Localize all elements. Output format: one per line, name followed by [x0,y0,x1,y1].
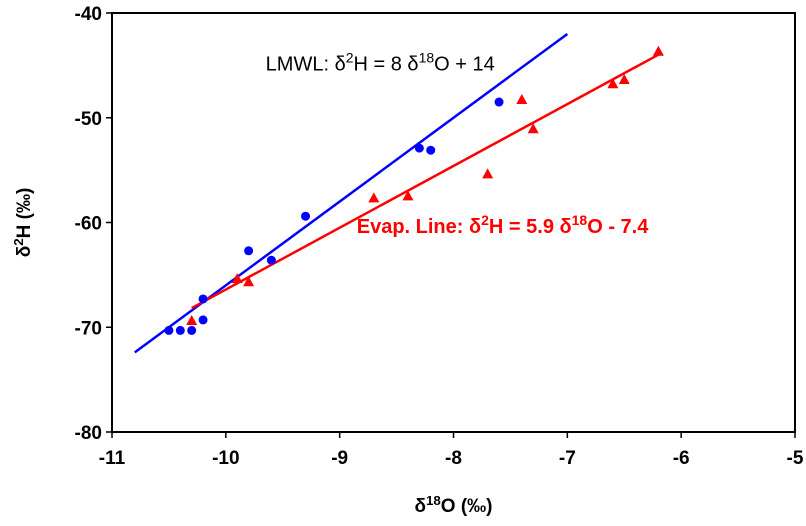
circle-point [301,211,311,221]
circle-point [244,246,254,256]
x-tick-label: -10 [212,448,239,469]
x-tick-label: -9 [331,448,348,469]
superscript: 2 [481,212,489,228]
x-tick-label: -5 [787,448,804,469]
y-tick-label: -70 [75,318,102,339]
circle-point [198,294,208,304]
x-tick-label: -7 [559,448,576,469]
superscript: 18 [419,50,435,66]
circle-point [494,97,504,107]
circle-point [426,145,436,155]
superscript: 18 [426,493,441,508]
y-tick-label: -40 [75,4,102,25]
circle-point [198,315,208,325]
triangle-point [368,192,380,203]
y-tick-label: -60 [75,214,102,235]
annotation: Evap. Line: δ2H = 5.9 δ18O - 7.4 [357,212,649,238]
triangle-point [186,314,198,325]
circle-point [266,255,276,265]
circle-point [187,325,197,335]
annotation: LMWL: δ2H = 8 δ18O + 14 [266,50,495,76]
text-segment: H (‰) [14,188,35,239]
superscript: 2 [346,50,354,66]
text-segment: Evap. Line: δ [357,216,481,238]
triangle-point [607,78,619,89]
text-segment: H = 8 δ [354,54,419,76]
x-axis-label: δ18O (‰) [414,493,492,518]
triangle-point [516,93,528,104]
x-tick-label: -8 [445,448,462,469]
superscript: 18 [572,212,588,228]
text-segment: δ [14,246,35,258]
y-tick-label: -80 [75,423,102,444]
triangle-point [527,123,539,134]
text-segment: O + 14 [434,54,495,76]
x-tick-label: -11 [99,448,126,469]
text-segment: O (‰) [441,496,493,517]
circle-point [175,325,185,335]
y-axis-label: δ2H (‰) [11,188,36,258]
text-segment: δ [414,496,426,517]
superscript: 2 [11,238,26,245]
text-segment: LMWL: δ [266,54,346,76]
triangle-point [243,276,255,287]
y-tick-label: -50 [75,109,102,130]
fit-line [191,53,659,310]
triangle-point [652,45,664,56]
triangle-point [402,190,414,201]
x-tick-label: -6 [673,448,690,469]
text-segment: O - 7.4 [587,216,649,238]
text-segment: H = 5.9 δ [489,216,572,238]
triangle-point [482,168,494,179]
triangle-point [231,273,243,284]
triangle-point [618,74,630,85]
circle-point [164,325,174,335]
circle-point [414,143,424,153]
